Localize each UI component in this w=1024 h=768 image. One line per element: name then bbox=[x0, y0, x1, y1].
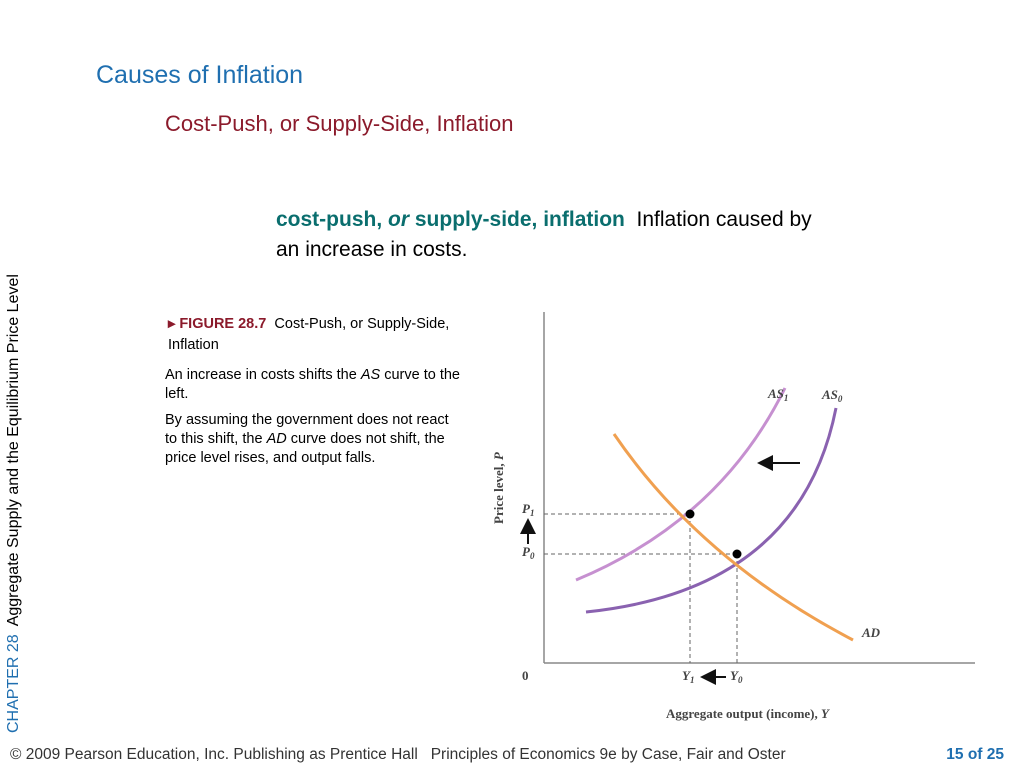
term: or bbox=[388, 208, 410, 231]
ad-curve bbox=[612, 433, 854, 642]
text: curve to the left. bbox=[165, 367, 460, 402]
label: Y1 bbox=[682, 668, 694, 685]
figure-number: FIGURE 28.7 bbox=[179, 316, 267, 332]
page-number: 15 of 25 bbox=[946, 746, 1004, 763]
x-axis-title: Aggregate output (income), Y bbox=[666, 706, 830, 721]
footer: © 2009 Pearson Education, Inc. Publishin… bbox=[10, 746, 786, 764]
text: Y bbox=[730, 668, 739, 683]
text: 1 bbox=[784, 393, 789, 403]
text: AS bbox=[767, 386, 784, 401]
label: AS0 bbox=[821, 387, 843, 404]
text: Y bbox=[682, 668, 691, 683]
definition-text: Inflation caused by an increase in costs… bbox=[276, 208, 812, 261]
text: P bbox=[522, 501, 531, 516]
label: Y0 bbox=[730, 668, 743, 685]
text: By assuming the government does not reac… bbox=[165, 412, 449, 447]
text: 1 bbox=[690, 675, 695, 685]
definition: cost-push, or supply-side, inflation Inf… bbox=[276, 205, 836, 265]
term: cost-push, bbox=[276, 208, 383, 231]
label: P0 bbox=[522, 544, 535, 561]
text: 0 bbox=[530, 551, 535, 561]
point bbox=[685, 509, 695, 519]
paragraph: An increase in costs shifts the AS curve… bbox=[165, 366, 460, 404]
copyright: © 2009 Pearson Education, Inc. Publishin… bbox=[10, 746, 418, 763]
text: P bbox=[491, 451, 506, 460]
y-axis-title: Price level, P bbox=[491, 451, 506, 524]
text: 0 bbox=[738, 675, 743, 685]
text: Aggregate output (income), bbox=[666, 706, 818, 721]
text: An increase in costs shifts the bbox=[165, 367, 357, 383]
text: AS bbox=[360, 367, 381, 383]
paragraph: By assuming the government does not reac… bbox=[165, 411, 460, 468]
text: P bbox=[522, 544, 531, 559]
label: P1 bbox=[522, 501, 534, 518]
label: 0 bbox=[522, 668, 529, 683]
caption: Cost-Push, or Supply-Side, Inflation bbox=[168, 316, 450, 353]
text: 0 bbox=[838, 394, 843, 404]
title: Causes of Inflation bbox=[96, 61, 304, 89]
text: curve does not shift, the price level ri… bbox=[165, 431, 445, 466]
text: AD bbox=[266, 431, 287, 447]
text: Price level, bbox=[491, 463, 506, 524]
point bbox=[732, 549, 742, 559]
text: Y bbox=[821, 706, 830, 721]
term: supply-side, inflation bbox=[414, 208, 625, 231]
book: Principles of Economics 9e by Case, Fair… bbox=[430, 746, 786, 763]
subtitle: Cost-Push, or Supply-Side, Inflation bbox=[165, 111, 514, 136]
text: 1 bbox=[530, 508, 535, 518]
text: AS bbox=[821, 387, 838, 402]
as1-curve bbox=[575, 387, 787, 582]
label: AD bbox=[861, 625, 881, 640]
figure-caption: ▸ FIGURE 28.7 Cost-Push, or Supply-Side,… bbox=[168, 316, 450, 353]
as0-curve bbox=[585, 407, 838, 614]
label: AS1 bbox=[767, 386, 788, 403]
guides bbox=[544, 513, 738, 663]
